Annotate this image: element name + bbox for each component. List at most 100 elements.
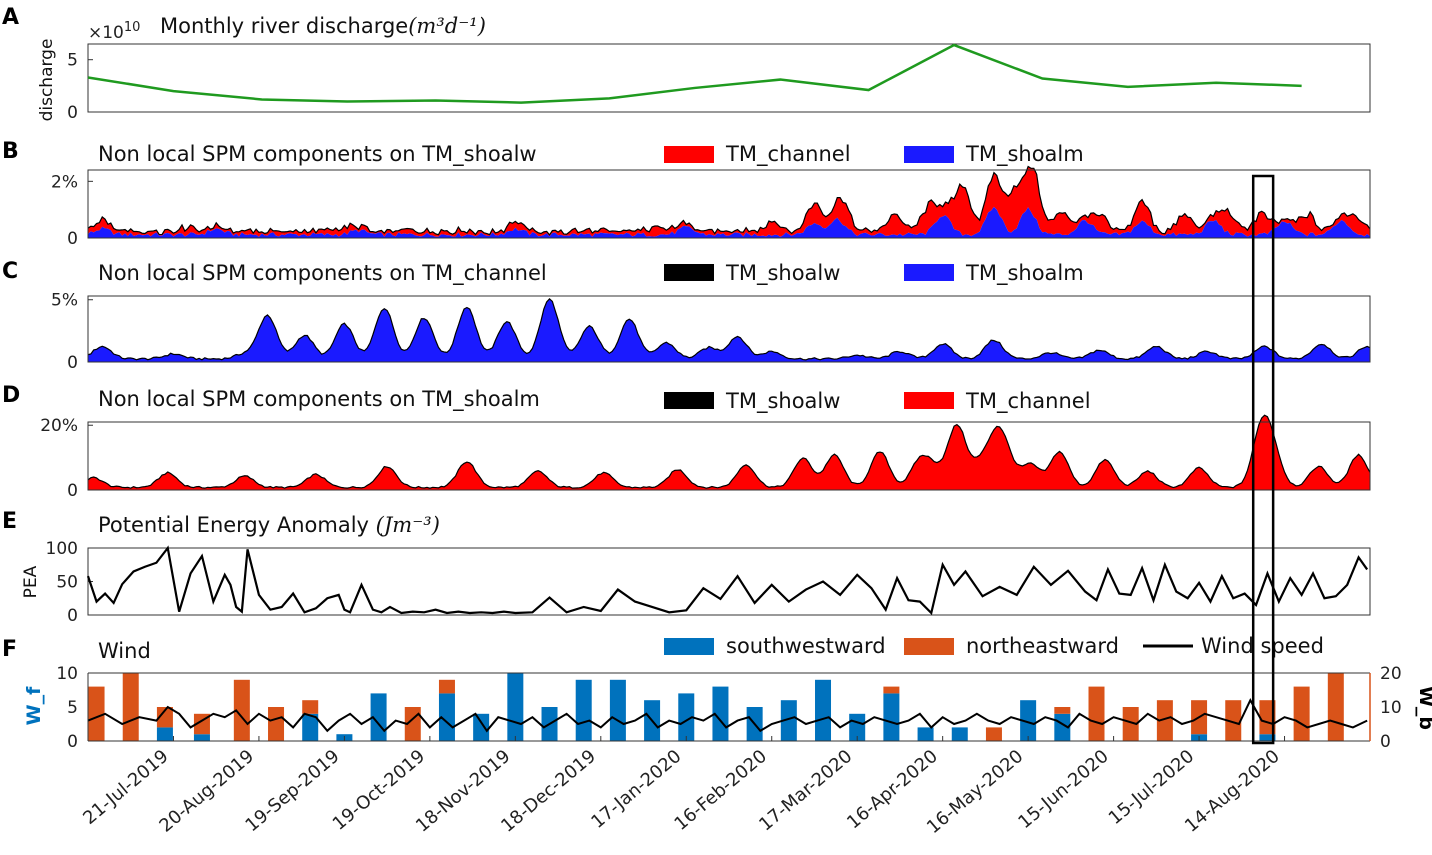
wind-bar-northeastward: [1054, 707, 1071, 714]
wind-bar-northeastward: [1259, 700, 1276, 735]
plot-f: 0 5 10 0 10 20: [56, 664, 1401, 752]
wind-bar-southwestward: [507, 673, 524, 741]
plot-e-ytick-label: 0: [67, 606, 78, 626]
plot-d-outline: [87, 414, 1371, 489]
wind-bar-northeastward: [1327, 673, 1344, 741]
wind-bar-southwestward: [883, 693, 900, 741]
wind-bar-northeastward: [1122, 707, 1139, 741]
wind-bar-southwestward: [951, 727, 968, 741]
wind-bar-southwestward: [1259, 734, 1276, 741]
wind-bar-northeastward: [88, 686, 105, 741]
plot-c-outline: [87, 297, 1371, 361]
x-date-label: 14-Aug-2020: [1181, 746, 1284, 837]
wind-bar-southwestward: [193, 734, 210, 741]
panel-f-title: Wind: [98, 639, 151, 663]
panel-letter-b: B: [2, 139, 19, 164]
wind-bar-southwestward: [438, 693, 455, 741]
wind-bar-southwestward: [302, 713, 319, 741]
x-date-label: 19-Sep-2019: [242, 746, 344, 836]
x-date-label: 15-Jun-2020: [1014, 746, 1112, 833]
discharge-line: [87, 43, 1302, 104]
plot-b-area-tm-channel: [88, 166, 1370, 237]
legend-b-tm-shoalm-swatch: [904, 146, 954, 163]
plot-a-frame: [87, 43, 1371, 113]
wind-bar-northeastward: [883, 686, 900, 694]
wind-bar-northeastward: [302, 700, 319, 714]
plot-c-area-tm-shoalm: [88, 298, 1370, 362]
plot-f-ytick-left: 0: [67, 732, 78, 752]
highlight-box: [1251, 174, 1275, 745]
legend-f-southwestward: southwestward: [726, 634, 886, 658]
wind-bar-northeastward: [233, 679, 250, 741]
panel-d-title: Non local SPM components on TM_shoalm: [98, 387, 540, 412]
x-date-label: 21-Jul-2019: [79, 746, 173, 829]
wind-bar-southwestward: [917, 727, 934, 741]
wind-bar-northeastward: [1293, 686, 1310, 741]
panel-c-title: Non local SPM components on TM_channel: [98, 261, 547, 286]
legend-f-windspeed: Wind speed: [1201, 634, 1324, 658]
panel-f-ylabel-left: W_f: [23, 686, 45, 725]
panel-d: D Non local SPM components on TM_shoalm …: [2, 383, 1371, 501]
wind-bar-northeastward: [1225, 700, 1242, 741]
x-date-label: 17-Mar-2020: [755, 746, 856, 836]
wind-bar-northeastward: [268, 707, 285, 741]
plot-b-frame: [87, 169, 1371, 239]
wind-bar-northeastward: [156, 707, 173, 728]
plot-b-ytick-label: 2%: [51, 172, 78, 192]
wind-bar-northeastward: [1156, 700, 1173, 741]
legend-b-tm-channel-swatch: [664, 146, 714, 163]
legend-d-tm-shoalw: TM_shoalw: [725, 389, 840, 414]
plot-d-frame: [87, 421, 1371, 491]
legend-d-tm-channel: TM_channel: [965, 389, 1091, 414]
plot-c-ytick-label: 0: [67, 353, 78, 373]
wind-bar-southwestward: [156, 727, 173, 741]
wind-bar-northeastward: [1088, 686, 1105, 741]
wind-speed-line: [87, 698, 1368, 733]
plot-a: 05: [67, 43, 1371, 123]
legend-d-tm-shoalw-swatch: [664, 392, 714, 409]
plot-c-frame: [87, 295, 1371, 363]
wind-bar-southwestward: [609, 679, 626, 741]
panel-b-title: Non local SPM components on TM_shoalw: [98, 142, 537, 167]
plot-d-ytick-label: 20%: [40, 416, 78, 436]
legend-b-tm-channel: TM_channel: [725, 142, 851, 167]
plot-e-frame: [87, 547, 1371, 616]
panel-letter-d: D: [2, 383, 20, 408]
wind-bar-northeastward: [985, 727, 1002, 741]
plot-d-area-tm-channel: [88, 415, 1370, 490]
plot-c: 0 5%: [51, 291, 1371, 373]
panel-a-ylabel: discharge: [37, 39, 57, 122]
wind-bar-southwestward: [575, 679, 592, 741]
legend-f-northeastward-swatch: [904, 638, 954, 655]
plot-f-ytick-right: 0: [1380, 732, 1391, 752]
plot-b: 0 2%: [51, 165, 1371, 249]
panel-f: F Wind southwestward northeastward Wind …: [2, 634, 1432, 752]
panel-e-title: Potential Energy Anomaly (Jm⁻³): [98, 513, 440, 537]
legend-c-tm-shoalw-swatch: [664, 264, 714, 281]
x-date-label: 18-Dec-2019: [497, 746, 600, 837]
plot-f-ytick-left: 5: [67, 698, 78, 718]
legend-c-tm-shoalm: TM_shoalm: [965, 261, 1084, 286]
plot-b-outline: [87, 165, 1371, 236]
wind-bar-southwestward: [473, 713, 490, 741]
wind-bar-southwestward: [815, 679, 832, 741]
panel-letter-e: E: [2, 509, 17, 534]
plot-a-ytick-label: 0: [67, 103, 78, 123]
plot-f-ytick-right: 20: [1380, 664, 1402, 684]
panel-f-ylabel-right: W_b: [1415, 686, 1432, 730]
panel-e-ylabel: PEA: [21, 565, 41, 598]
wind-bar-southwestward: [678, 693, 695, 741]
wind-bar-northeastward: [122, 673, 139, 741]
plot-b-ytick-label: 0: [67, 229, 78, 249]
plot-c-ytick-label: 5%: [51, 291, 78, 311]
legend-b-tm-shoalm: TM_shoalm: [965, 142, 1084, 167]
x-axis-date-labels: 21-Jul-201920-Aug-201919-Sep-201919-Oct-…: [79, 746, 1284, 838]
panel-e: E Potential Energy Anomaly (Jm⁻³) PEA 0 5…: [2, 509, 1371, 626]
plot-d-ytick-label: 0: [67, 481, 78, 501]
legend-d-tm-channel-swatch: [904, 392, 954, 409]
legend-f-northeastward: northeastward: [966, 634, 1119, 658]
plot-a-ytick-label: 5: [67, 51, 78, 71]
legend-f-southwestward-swatch: [664, 638, 714, 655]
panel-a: A ×1010 Monthly river discharge(m³d⁻¹) d…: [2, 5, 1371, 123]
